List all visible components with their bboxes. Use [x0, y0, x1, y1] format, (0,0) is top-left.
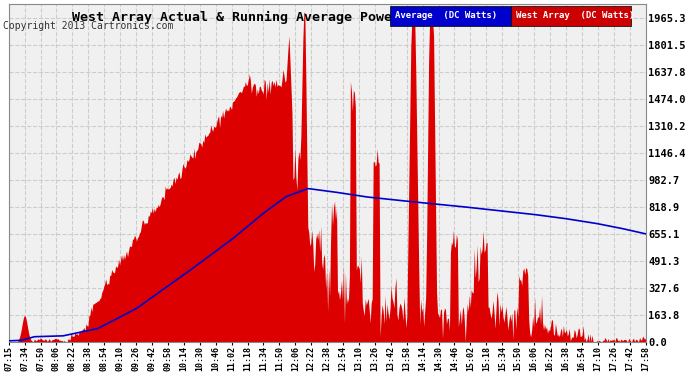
Text: West Array  (DC Watts): West Array (DC Watts)	[516, 11, 634, 20]
Text: Average  (DC Watts): Average (DC Watts)	[395, 11, 497, 20]
Text: West Array Actual & Running Average Power Sat Oct 19 18:00: West Array Actual & Running Average Powe…	[72, 10, 535, 24]
Text: Copyright 2013 Cartronics.com: Copyright 2013 Cartronics.com	[3, 21, 174, 31]
